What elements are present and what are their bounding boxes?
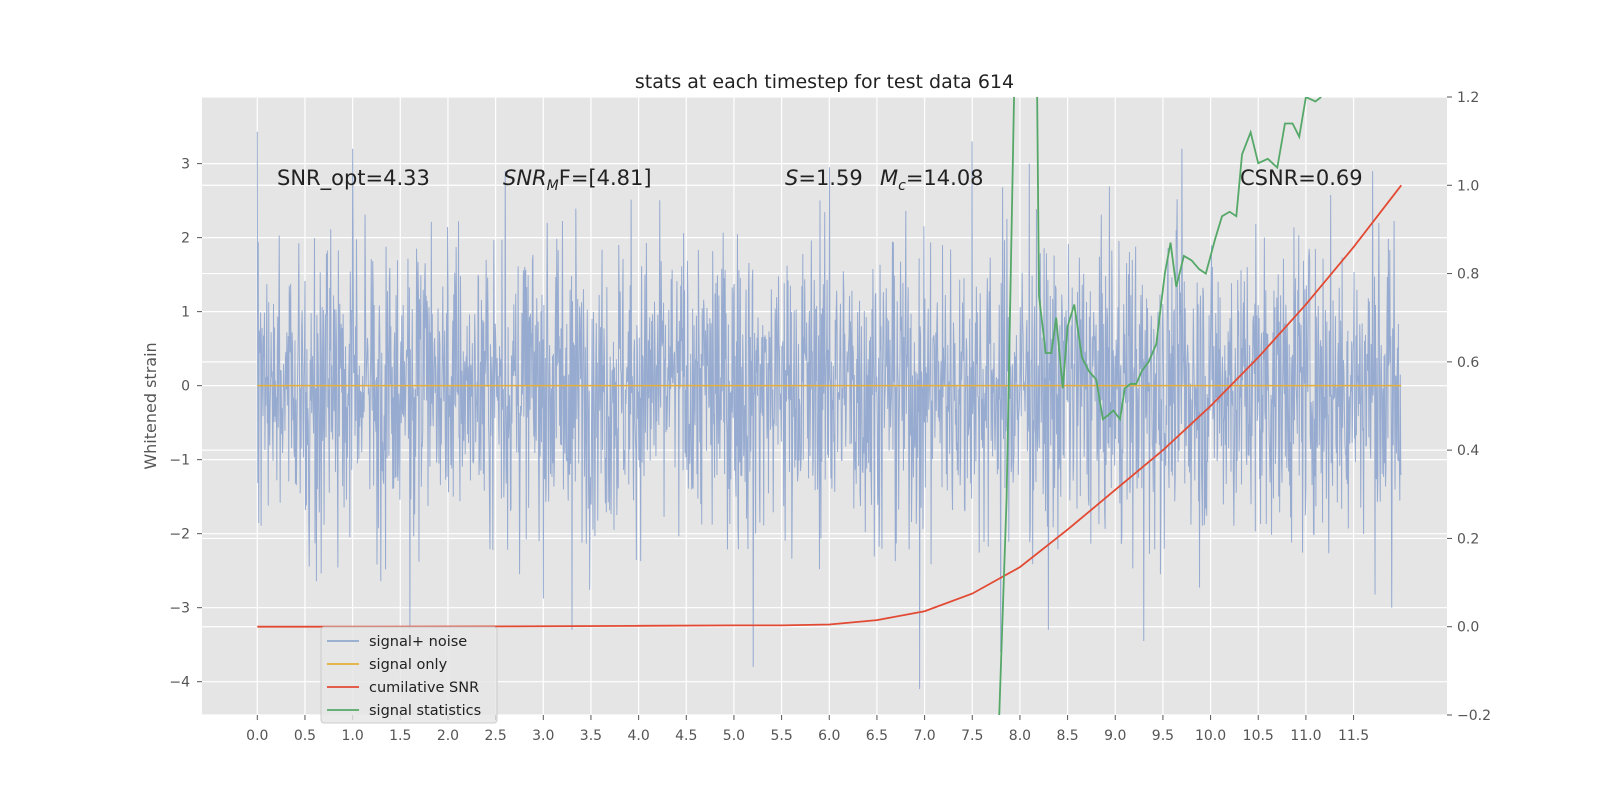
y-tick-label: 3 bbox=[181, 157, 190, 173]
x-tick-label: 7.0 bbox=[913, 728, 935, 744]
y2-tick-label: 0.8 bbox=[1457, 267, 1479, 283]
annotation-snr-opt: SNR_opt=4.33 bbox=[277, 166, 430, 191]
x-tick-label: 11.0 bbox=[1290, 728, 1321, 744]
y-tick-label: 0 bbox=[181, 379, 190, 395]
annotation-csnr: CSNR=0.69 bbox=[1240, 166, 1363, 190]
y2-tick-label: 0.6 bbox=[1457, 355, 1479, 371]
annotation-snr-mf-part: SNR bbox=[503, 166, 547, 190]
x-tick-label: 4.5 bbox=[675, 728, 697, 744]
x-tick-label: 0.5 bbox=[294, 728, 316, 744]
x-tick-label: 9.0 bbox=[1104, 728, 1126, 744]
x-tick-label: 6.0 bbox=[818, 728, 840, 744]
x-tick-label: 10.5 bbox=[1243, 728, 1274, 744]
annotation-snr-opt-part: SNR_opt=4.33 bbox=[277, 166, 430, 191]
legend: signal+ noise signal only cumilative SNR si… bbox=[320, 626, 498, 724]
series-layer bbox=[256, 97, 1402, 715]
series-signal-noise bbox=[256, 131, 1402, 690]
y2-tick-label: 0.0 bbox=[1457, 620, 1479, 636]
annotation-s-part: =1.59 bbox=[798, 166, 862, 190]
y2-tick-label: 1.0 bbox=[1457, 178, 1479, 194]
x-tick-label: 2.5 bbox=[484, 728, 506, 744]
chart-title: stats at each timestep for test data 614 bbox=[635, 71, 1014, 93]
annotation-csnr-part: CSNR=0.69 bbox=[1240, 166, 1363, 190]
legend-label: signal+ noise bbox=[369, 634, 467, 650]
y-tick-label: 2 bbox=[181, 231, 190, 247]
annotation-snr-mf: SNRMF=[4.81] bbox=[503, 166, 652, 194]
y2-tick-label: 0.4 bbox=[1457, 443, 1479, 459]
x-tick-label: 0.0 bbox=[246, 728, 268, 744]
y-tick-label: −3 bbox=[169, 601, 190, 617]
x-tick-label: 11.5 bbox=[1338, 728, 1369, 744]
annotation-mc: Mc=14.08 bbox=[880, 166, 984, 194]
annotation-mc-part: M bbox=[880, 166, 898, 190]
x-tick-label: 7.5 bbox=[961, 728, 983, 744]
annotation-mc-part: =14.08 bbox=[906, 166, 984, 190]
x-tick-label: 1.5 bbox=[389, 728, 411, 744]
y2-tick-label: 1.2 bbox=[1457, 90, 1479, 106]
annotation-mc-part: c bbox=[898, 178, 906, 194]
series-signal-statistics bbox=[998, 97, 1322, 715]
legend-label: cumilative SNR bbox=[369, 680, 479, 696]
x-tick-label: 9.5 bbox=[1152, 728, 1174, 744]
x-tick-label: 5.0 bbox=[723, 728, 745, 744]
annotation-s-part: S bbox=[785, 166, 798, 190]
annotation-s: S=1.59 bbox=[785, 166, 863, 190]
x-tick-label: 5.5 bbox=[770, 728, 792, 744]
legend-label: signal only bbox=[369, 657, 448, 673]
y2-tick-label: 0.2 bbox=[1457, 531, 1479, 547]
x-tick-label: 8.5 bbox=[1056, 728, 1078, 744]
x-tick-label: 1.0 bbox=[341, 728, 363, 744]
x-tick-label: 10.0 bbox=[1195, 728, 1226, 744]
y-tick-label: −4 bbox=[169, 675, 190, 691]
x-tick-label: 4.0 bbox=[627, 728, 649, 744]
x-tick-label: 3.5 bbox=[580, 728, 602, 744]
y2-tick-label: −0.2 bbox=[1457, 708, 1491, 724]
legend-box bbox=[320, 626, 498, 724]
annotations: SNR_opt=4.33 SNRMF=[4.81] S=1.59 Mc=14.08 CS… bbox=[277, 166, 1363, 194]
annotation-snr-mf-part: M bbox=[547, 178, 559, 194]
y-tick-label: 1 bbox=[181, 305, 190, 321]
legend-label: signal statistics bbox=[369, 703, 481, 719]
y-tick-label: −1 bbox=[169, 453, 190, 469]
x-tick-label: 2.0 bbox=[437, 728, 459, 744]
x-tick-label: 3.0 bbox=[532, 728, 554, 744]
series-cumulative-snr bbox=[257, 184, 1402, 628]
y-axis-label: Whitened strain bbox=[141, 342, 160, 469]
y-tick-label: −2 bbox=[169, 527, 190, 543]
x-tick-label: 8.0 bbox=[1009, 728, 1031, 744]
x-tick-label: 6.5 bbox=[866, 728, 888, 744]
ticks: 0.0 0.5 1.0 1.5 2.0 2.5 3.0 3.5 4.0 4.5 5.0 5.5 6.0 6… bbox=[169, 90, 1491, 744]
annotation-snr-mf-part: F=[4.81] bbox=[559, 166, 652, 190]
